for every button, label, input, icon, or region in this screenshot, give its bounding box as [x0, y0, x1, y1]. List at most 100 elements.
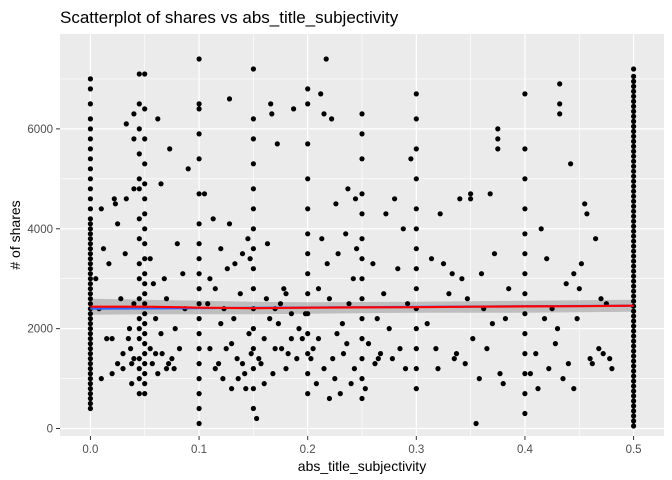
data-point	[207, 276, 213, 282]
data-point	[383, 211, 389, 217]
data-point	[631, 373, 637, 379]
data-point	[337, 391, 343, 397]
data-point	[389, 356, 395, 362]
data-point	[451, 356, 457, 362]
data-point	[87, 271, 93, 277]
data-point	[272, 346, 278, 352]
data-point	[381, 291, 387, 297]
data-point	[484, 346, 490, 352]
data-point	[237, 291, 243, 297]
data-point	[631, 418, 637, 424]
y-axis-ticks: 0 2000 4000 6000	[27, 124, 60, 436]
data-point	[250, 326, 256, 332]
data-point	[631, 328, 637, 334]
data-point	[305, 271, 311, 277]
data-point	[229, 341, 235, 347]
data-point	[87, 281, 93, 287]
data-point	[631, 288, 637, 294]
data-point	[395, 266, 401, 272]
data-point	[126, 326, 133, 332]
data-point	[631, 363, 637, 369]
data-point	[609, 366, 615, 372]
data-point	[305, 86, 311, 92]
data-point	[288, 336, 294, 342]
data-point	[305, 331, 311, 337]
x-axis-label: abs_title_subjectivity	[298, 458, 426, 474]
data-point	[377, 351, 384, 357]
data-point	[318, 91, 324, 97]
data-point	[218, 246, 224, 252]
data-point	[321, 111, 327, 117]
data-point	[87, 326, 93, 332]
data-point	[231, 316, 237, 322]
data-point	[196, 346, 202, 352]
data-point	[261, 381, 267, 387]
data-point	[631, 143, 637, 149]
data-point	[631, 188, 637, 194]
data-point	[598, 296, 604, 302]
data-point	[413, 326, 419, 332]
data-point	[158, 331, 164, 337]
data-point	[294, 356, 300, 362]
data-point	[142, 271, 148, 277]
data-point	[522, 206, 528, 212]
data-point	[283, 366, 289, 372]
data-point	[136, 151, 142, 157]
trend-lines	[90, 304, 634, 310]
data-point	[142, 341, 148, 347]
data-point	[522, 91, 528, 97]
data-point	[122, 251, 128, 257]
data-point	[142, 106, 148, 112]
data-point	[413, 366, 419, 372]
data-point	[196, 101, 202, 107]
data-point	[142, 241, 148, 247]
data-point	[359, 276, 365, 282]
data-point	[631, 93, 637, 99]
data-point	[226, 221, 233, 227]
data-point	[491, 251, 498, 257]
data-point	[98, 376, 104, 382]
data-point	[118, 296, 124, 302]
data-point	[631, 103, 637, 109]
data-point	[631, 133, 637, 139]
data-point	[631, 378, 637, 384]
data-point	[224, 266, 230, 272]
data-point	[250, 405, 256, 412]
data-point	[131, 186, 137, 192]
data-point	[212, 286, 218, 292]
data-point	[250, 266, 256, 272]
data-point	[359, 131, 365, 137]
data-point	[571, 386, 577, 392]
data-point	[631, 138, 637, 144]
data-point	[596, 346, 602, 352]
data-point	[560, 376, 566, 382]
data-point	[136, 176, 142, 182]
data-point	[201, 191, 208, 197]
data-point	[392, 196, 398, 202]
data-point	[446, 291, 452, 297]
data-point	[631, 238, 637, 244]
data-point	[220, 376, 226, 382]
data-point	[87, 286, 93, 292]
data-point	[305, 206, 311, 212]
data-point	[631, 293, 637, 299]
data-point	[87, 156, 93, 162]
data-point	[359, 236, 365, 242]
data-point	[136, 186, 142, 192]
data-point	[305, 176, 311, 182]
data-point	[277, 301, 284, 307]
data-point	[87, 301, 93, 307]
data-point	[400, 226, 406, 232]
data-point	[470, 336, 476, 342]
data-point	[212, 366, 218, 372]
data-point	[631, 228, 637, 234]
data-point	[631, 178, 637, 184]
data-point	[433, 346, 439, 352]
data-point	[155, 116, 161, 122]
data-point	[142, 291, 148, 297]
data-point	[334, 331, 340, 337]
data-point	[631, 248, 637, 254]
data-point	[305, 141, 311, 147]
data-point	[218, 321, 224, 327]
